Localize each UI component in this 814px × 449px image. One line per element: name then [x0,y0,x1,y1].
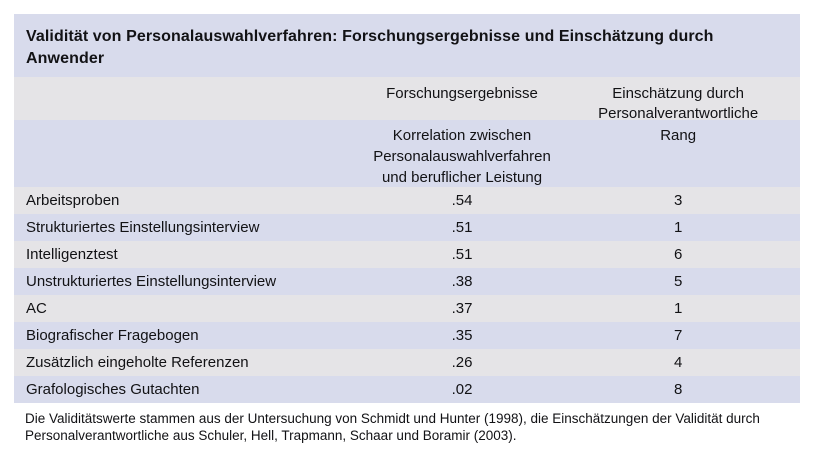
source-footnote-line-1: Die Validitätswerte stammen aus der Unte… [25,411,760,426]
table-title: Validität von Personalauswahlverfahren: … [14,14,800,77]
table-row: Biografischer Fragebogen .35 7 [14,322,800,349]
method-cell: Unstrukturiertes Einstellungsinterview [26,273,277,290]
rank-cell: 1 [673,300,683,317]
validity-table: Validität von Personalauswahlverfahren: … [14,14,800,403]
rank-cell: 3 [673,192,683,209]
rank-cell: 7 [673,327,683,344]
rank-column-header: Rang [660,127,697,144]
rank-cell: 5 [673,273,683,290]
method-cell: Grafologisches Gutachten [26,381,200,398]
correlation-cell: .51 [451,246,473,263]
correlation-column-header: Korrelation zwischen Personalauswahlverf… [373,127,551,186]
rank-cell: 4 [673,354,683,371]
table-row: Unstrukturiertes Einstellungsinterview .… [14,268,800,295]
correlation-cell: .26 [451,354,473,371]
source-footnote: Die Validitätswerte stammen aus der Unte… [25,410,800,444]
column-group-header-row: Forschungsergebnisse Einschätzung durch … [14,77,800,122]
rank-cell: 8 [673,381,683,398]
table-row: Strukturiertes Einstellungsinterview .51… [14,214,800,241]
table-row: Grafologisches Gutachten .02 8 [14,376,800,403]
correlation-cell: .37 [451,300,473,317]
correlation-cell: .54 [451,192,473,209]
practitioner-assessment-group-header: Einschätzung durch Personalverantwortlic… [598,85,759,122]
table-row: Zusätzlich eingeholte Referenzen .26 4 [14,349,800,376]
table-row: Intelligenztest .51 6 [14,241,800,268]
rank-cell: 1 [673,219,683,236]
method-cell: AC [26,300,47,317]
rank-cell: 6 [673,246,683,263]
source-footnote-line-2: Personalverantwortliche aus Schuler, Hel… [25,428,517,443]
correlation-cell: .38 [451,273,473,290]
method-cell: Zusätzlich eingeholte Referenzen [26,354,249,371]
table-row: AC .37 1 [14,295,800,322]
method-cell: Strukturiertes Einstellungsinterview [26,219,260,236]
correlation-cell: .02 [451,381,473,398]
method-cell: Biografischer Fragebogen [26,327,199,344]
correlation-cell: .35 [451,327,473,344]
method-cell: Arbeitsproben [26,192,120,209]
method-cell: Intelligenztest [26,246,118,263]
research-results-group-header: Forschungsergebnisse [386,85,538,102]
correlation-cell: .51 [451,219,473,236]
sub-header-row: Korrelation zwischen Personalauswahlverf… [14,120,800,187]
table-row: Arbeitsproben .54 3 [14,187,800,214]
